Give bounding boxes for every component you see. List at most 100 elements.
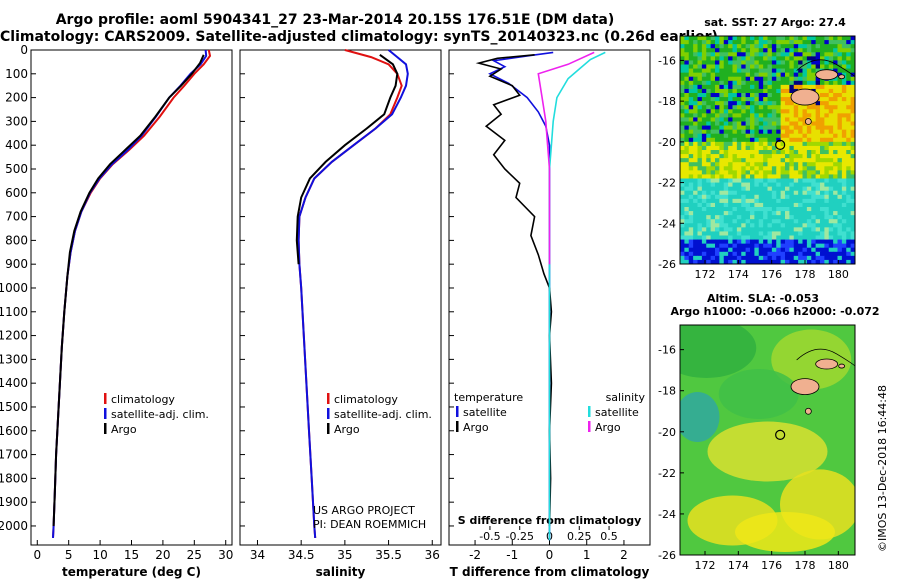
- sst-cell: [736, 194, 742, 200]
- sst-cell: [815, 255, 821, 261]
- sst-cell: [684, 52, 690, 57]
- sst-cell: [846, 133, 852, 139]
- sst-cell: [833, 137, 838, 143]
- sst-cell: [802, 235, 808, 240]
- sst-cell: [841, 93, 847, 98]
- sst-cell: [763, 113, 768, 118]
- sst-cell: [754, 170, 760, 175]
- sst-cell: [846, 227, 852, 232]
- sst-cell: [789, 52, 795, 57]
- sla-blob: [735, 512, 835, 552]
- sst-cell: [706, 194, 712, 200]
- sst-cell: [806, 259, 812, 264]
- sst-cell: [789, 129, 795, 135]
- sst-cell: [745, 97, 751, 102]
- sst-cell: [693, 145, 698, 151]
- sst-cell: [750, 194, 755, 200]
- sst-cell: [767, 239, 773, 245]
- sst-cell: [776, 80, 782, 86]
- sst-cell: [802, 243, 808, 249]
- sst-cell: [806, 190, 812, 196]
- sst-cell: [841, 162, 847, 167]
- sst-cell: [798, 235, 803, 240]
- sst-cell: [754, 243, 760, 249]
- sst-cell: [710, 40, 716, 45]
- sst-cell: [828, 227, 834, 232]
- sst-cell: [741, 93, 747, 98]
- sst-cell: [745, 170, 751, 175]
- sst-cell: [697, 158, 703, 163]
- sst-cell: [758, 117, 764, 122]
- sst-cell: [710, 198, 716, 204]
- sst-cell: [750, 243, 755, 249]
- sst-cell: [684, 211, 690, 216]
- sst-cell: [758, 174, 764, 179]
- sst-cell: [785, 227, 790, 232]
- sst-cell: [815, 105, 821, 110]
- depth-tick-label: 300: [5, 114, 28, 128]
- sst-cell: [837, 211, 843, 216]
- sst-cell: [750, 178, 755, 183]
- sst-cell: [820, 178, 825, 183]
- sst-cell: [833, 40, 838, 45]
- sst-cell: [684, 194, 690, 200]
- sst-cell: [837, 145, 843, 151]
- sst-cell: [785, 101, 790, 106]
- sst-cell: [728, 56, 733, 61]
- sst-cell: [723, 223, 729, 228]
- sst-cell: [806, 247, 812, 253]
- sst-cell: [741, 231, 747, 236]
- sst-cell: [806, 72, 812, 78]
- sst-cell: [828, 141, 834, 147]
- sst-cell: [763, 141, 768, 147]
- sst-cell: [701, 259, 707, 264]
- sst-cell: [719, 211, 725, 216]
- sst-cell: [693, 251, 698, 257]
- depth-tick-label: 100: [5, 67, 28, 81]
- sst-cell: [811, 239, 817, 245]
- sst-cell: [776, 215, 782, 220]
- sst-cell: [833, 231, 838, 236]
- sst-cell: [684, 170, 690, 175]
- sst-cell: [841, 40, 847, 45]
- sst-cell: [850, 137, 855, 143]
- sst-cell: [754, 235, 760, 240]
- sst-cell: [688, 101, 694, 106]
- sst-cell: [780, 219, 786, 224]
- sst-cell: [736, 174, 742, 179]
- sst-cell: [741, 235, 747, 240]
- sst-cell: [750, 170, 755, 175]
- sst-cell: [833, 80, 838, 86]
- sst-cell: [767, 76, 773, 82]
- sst-cell: [680, 80, 685, 86]
- sst-cell: [776, 194, 782, 200]
- sst-cell: [846, 154, 852, 159]
- sst-cell: [776, 186, 782, 192]
- sst-cell: [785, 129, 790, 135]
- sst-cell: [701, 255, 707, 261]
- depth-tick-label: 1800: [0, 471, 28, 485]
- sst-cell: [697, 202, 703, 208]
- sst-cell: [701, 137, 707, 143]
- sst-cell: [776, 198, 782, 204]
- sst-cell: [763, 223, 768, 228]
- sst-cell: [837, 158, 843, 163]
- sst-lat-tick-label: -22: [658, 177, 676, 190]
- sst-cell: [815, 259, 821, 264]
- sst-cell: [715, 227, 720, 232]
- sst-cell: [710, 76, 716, 82]
- sst-cell: [750, 162, 755, 167]
- sst-cell: [806, 52, 812, 57]
- sst-cell: [771, 44, 777, 49]
- sst-cell: [776, 113, 782, 118]
- sst-cell: [736, 202, 742, 208]
- sst-cell: [850, 235, 855, 240]
- sst-cell: [715, 145, 720, 151]
- sst-cell: [793, 105, 799, 110]
- sst-cell: [697, 84, 703, 90]
- sst-cell: [688, 56, 694, 61]
- sst-cell: [776, 211, 782, 216]
- sst-cell: [850, 186, 855, 192]
- sst-cell: [824, 105, 830, 110]
- sst-cell: [833, 48, 838, 53]
